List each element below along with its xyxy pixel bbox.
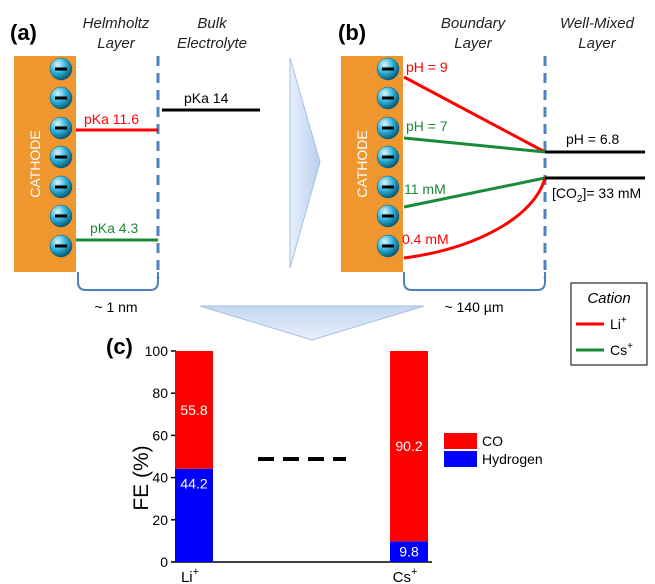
- minus-icon: [55, 126, 67, 130]
- bulk-electrolyte-label-2: Electrolyte: [177, 35, 247, 52]
- y-tick-label: 80: [152, 385, 168, 401]
- legend-hydrogen-label: Hydrogen: [482, 451, 543, 467]
- panel-label-c: (c): [106, 334, 133, 359]
- product-legend: CO Hydrogen: [444, 433, 543, 467]
- helmholtz-width-label: ~ 1 nm: [94, 299, 137, 315]
- y-axis-label: FE (%): [130, 445, 153, 510]
- legend-co-label: CO: [482, 433, 503, 449]
- panel-label-b: (b): [338, 20, 366, 45]
- minus-icon: [382, 185, 394, 189]
- cs-ph-gradient-line: [403, 136, 546, 154]
- panel-label-a: (a): [10, 20, 37, 45]
- minus-icon: [382, 96, 394, 100]
- panel-b: (b) Boundary Layer Well-Mixed Layer CATH…: [338, 15, 645, 315]
- bar-co-cs: [390, 351, 428, 542]
- y-tick-label: 0: [160, 554, 168, 570]
- helmholtz-layer-label-2: Layer: [97, 35, 136, 52]
- helmholtz-layer-label-1: Helmholtz: [83, 15, 150, 32]
- minus-icon: [382, 214, 394, 218]
- y-tick-label: 100: [145, 343, 169, 359]
- panel-a: (a) Helmholtz Layer Bulk Electrolyte CAT…: [10, 15, 260, 315]
- minus-icon: [55, 185, 67, 189]
- value-label-co-cs: 90.2: [395, 438, 422, 454]
- panel-c: (c) FE (%) 0 20 40 60 80 100 Li+ Cs+ 44.2 55.8 9…: [106, 334, 543, 584]
- minus-icon: [55, 67, 67, 71]
- minus-icon: [382, 244, 394, 248]
- pka-top-label: pKa 11.6: [84, 111, 139, 127]
- cation-spheres-b: [376, 57, 400, 258]
- ph-cs-label: pH = 7: [406, 118, 448, 134]
- ph-li-label: pH = 9: [406, 59, 448, 75]
- boundary-width-bracket: [403, 272, 546, 291]
- conc-li-label: 0.4 mM: [402, 231, 449, 247]
- cation-legend: Cation Li+ Cs+: [570, 282, 648, 366]
- legend-co-swatch: [444, 433, 477, 449]
- li-ph-gradient-line: [403, 75, 546, 154]
- ph-bulk-label: pH = 6.8: [566, 131, 620, 147]
- legend-li-label: Li+: [610, 315, 627, 332]
- minus-icon: [382, 126, 394, 130]
- category-label-cs: Cs+: [393, 566, 418, 584]
- value-label-hydrogen-li: 44.2: [180, 476, 207, 492]
- boundary-layer-label-1: Boundary: [441, 15, 507, 32]
- minus-icon: [55, 244, 67, 248]
- value-label-hydrogen-cs: 9.8: [399, 544, 419, 560]
- chart-value-labels: 44.2 55.8 9.8 90.2: [180, 402, 422, 560]
- arrow-to-c: [199, 305, 425, 341]
- bar-hydrogen-cs: [390, 541, 428, 562]
- minus-icon: [382, 155, 394, 159]
- well-mixed-layer-label-1: Well-Mixed: [560, 15, 635, 32]
- legend-cs-label: Cs+: [610, 341, 633, 358]
- bar-co-li: [175, 351, 213, 469]
- minus-icon: [382, 67, 394, 71]
- cation-spheres-a: [49, 57, 73, 258]
- pka-bulk-label: pKa 14: [184, 90, 229, 106]
- chart-category-labels: Li+ Cs+: [181, 566, 417, 584]
- pka-bottom-label: pKa 4.3: [90, 220, 138, 236]
- chart-tick-labels: 0 20 40 60 80 100: [145, 343, 169, 570]
- value-label-co-li: 55.8: [180, 402, 207, 418]
- legend-hydrogen-swatch: [444, 451, 477, 467]
- y-tick-label: 40: [152, 470, 168, 486]
- co2-concentration-label: [CO2]= 33 mM: [552, 185, 641, 205]
- well-mixed-layer-label-2: Layer: [578, 35, 617, 52]
- cs-co2-gradient-line: [403, 176, 546, 209]
- arrow-a-to-b: [289, 57, 321, 269]
- boundary-width-label: ~ 140 µm: [444, 299, 503, 315]
- li-co2-gradient-curve: [403, 177, 547, 260]
- cathode-label-a: CATHODE: [27, 130, 43, 197]
- chart-bars: [175, 351, 428, 562]
- minus-icon: [55, 155, 67, 159]
- helmholtz-width-bracket: [77, 272, 159, 291]
- minus-icon: [55, 214, 67, 218]
- cation-legend-title: Cation: [587, 290, 630, 307]
- cathode-label-b: CATHODE: [354, 130, 370, 197]
- bar-hydrogen-li: [175, 468, 213, 562]
- boundary-layer-label-2: Layer: [454, 35, 493, 52]
- bulk-electrolyte-label-1: Bulk: [197, 15, 228, 32]
- conc-cs-label: 11 mM: [404, 181, 446, 197]
- category-label-li: Li+: [181, 566, 199, 584]
- minus-icon: [55, 96, 67, 100]
- y-tick-label: 20: [152, 512, 168, 528]
- y-tick-label: 60: [152, 427, 168, 443]
